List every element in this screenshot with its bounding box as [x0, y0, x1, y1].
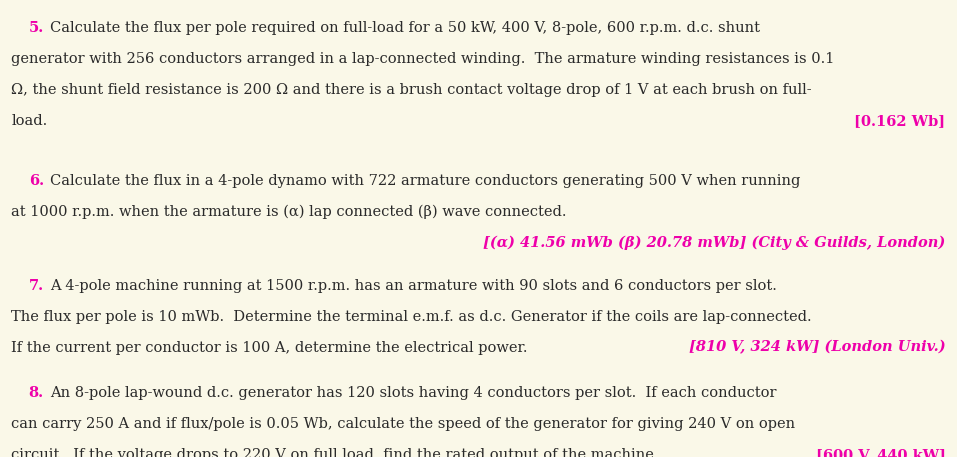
- Text: The flux per pole is 10 mWb.  Determine the terminal e.m.f. as d.c. Generator if: The flux per pole is 10 mWb. Determine t…: [11, 310, 812, 324]
- Text: If the current per conductor is 100 A, determine the electrical power.: If the current per conductor is 100 A, d…: [11, 341, 528, 355]
- Text: Calculate the flux in a 4-pole dynamo with 722 armature conductors generating 50: Calculate the flux in a 4-pole dynamo wi…: [50, 174, 800, 188]
- Text: load.: load.: [11, 114, 48, 128]
- Text: generator with 256 conductors arranged in a lap-connected winding.  The armature: generator with 256 conductors arranged i…: [11, 52, 835, 66]
- Text: Ω, the shunt field resistance is 200 Ω and there is a brush contact voltage drop: Ω, the shunt field resistance is 200 Ω a…: [11, 83, 812, 97]
- Text: [0.162 Wb]: [0.162 Wb]: [855, 114, 946, 128]
- Text: 8.: 8.: [29, 386, 44, 400]
- Text: 7.: 7.: [29, 279, 44, 293]
- Text: at 1000 r.p.m. when the armature is (α) lap connected (β) wave connected.: at 1000 r.p.m. when the armature is (α) …: [11, 205, 567, 219]
- Text: 5.: 5.: [29, 21, 44, 35]
- Text: An 8-pole lap-wound d.c. generator has 120 slots having 4 conductors per slot.  : An 8-pole lap-wound d.c. generator has 1…: [50, 386, 776, 400]
- Text: A 4-pole machine running at 1500 r.p.m. has an armature with 90 slots and 6 cond: A 4-pole machine running at 1500 r.p.m. …: [50, 279, 777, 293]
- Text: Calculate the flux per pole required on full-load for a 50 kW, 400 V, 8-pole, 60: Calculate the flux per pole required on …: [50, 21, 760, 35]
- Text: circuit.  If the voltage drops to 220 V on full load, find the rated output of t: circuit. If the voltage drops to 220 V o…: [11, 448, 659, 457]
- Text: [(α) 41.56 mWb (β) 20.78 mWb] (City & Guilds, London): [(α) 41.56 mWb (β) 20.78 mWb] (City & Gu…: [483, 235, 946, 250]
- Text: [810 V, 324 kW] (London Univ.): [810 V, 324 kW] (London Univ.): [689, 340, 946, 355]
- Text: [600 V, 440 kW]: [600 V, 440 kW]: [815, 448, 946, 457]
- Text: can carry 250 A and if flux/pole is 0.05 Wb, calculate the speed of the generato: can carry 250 A and if flux/pole is 0.05…: [11, 417, 795, 431]
- Text: 6.: 6.: [29, 174, 44, 188]
